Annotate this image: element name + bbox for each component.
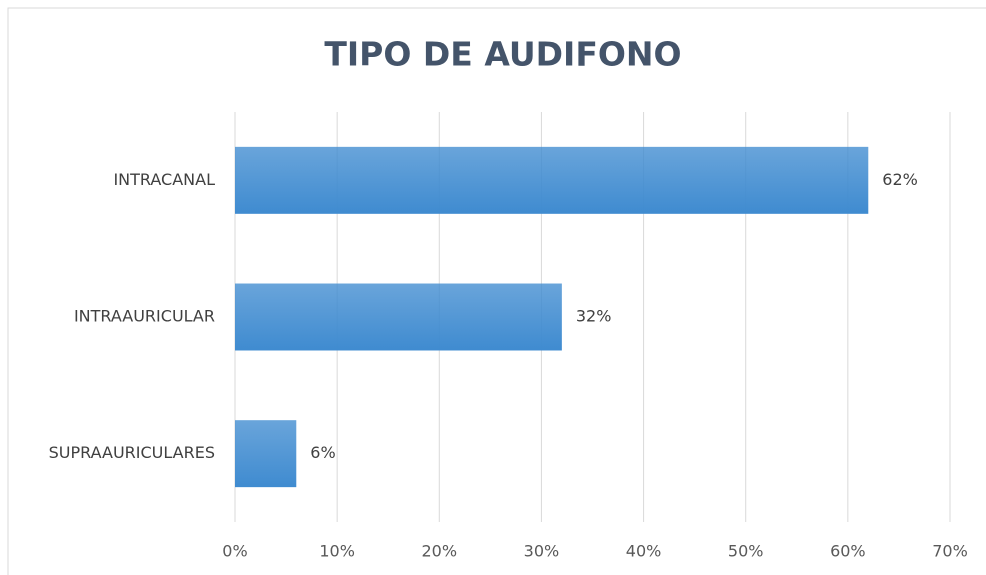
x-tick-label: 70% bbox=[932, 542, 968, 561]
x-tick-label: 40% bbox=[626, 542, 662, 561]
x-tick-label: 20% bbox=[422, 542, 458, 561]
bar bbox=[235, 283, 562, 351]
bar bbox=[235, 146, 869, 214]
chart-title: TIPO DE AUDIFONO bbox=[324, 35, 681, 74]
x-tick-label: 0% bbox=[222, 542, 247, 561]
data-label: 32% bbox=[576, 307, 612, 326]
data-label: 6% bbox=[310, 443, 335, 462]
y-tick-label: INTRAAURICULAR bbox=[74, 307, 215, 326]
x-tick-label: 30% bbox=[524, 542, 560, 561]
data-label: 62% bbox=[882, 170, 918, 189]
x-tick-label: 50% bbox=[728, 542, 764, 561]
y-tick-label: INTRACANAL bbox=[113, 170, 215, 189]
x-tick-label: 60% bbox=[830, 542, 866, 561]
bar bbox=[235, 420, 297, 488]
y-tick-label: SUPRAAURICULARES bbox=[49, 443, 215, 462]
x-tick-label: 10% bbox=[319, 542, 355, 561]
